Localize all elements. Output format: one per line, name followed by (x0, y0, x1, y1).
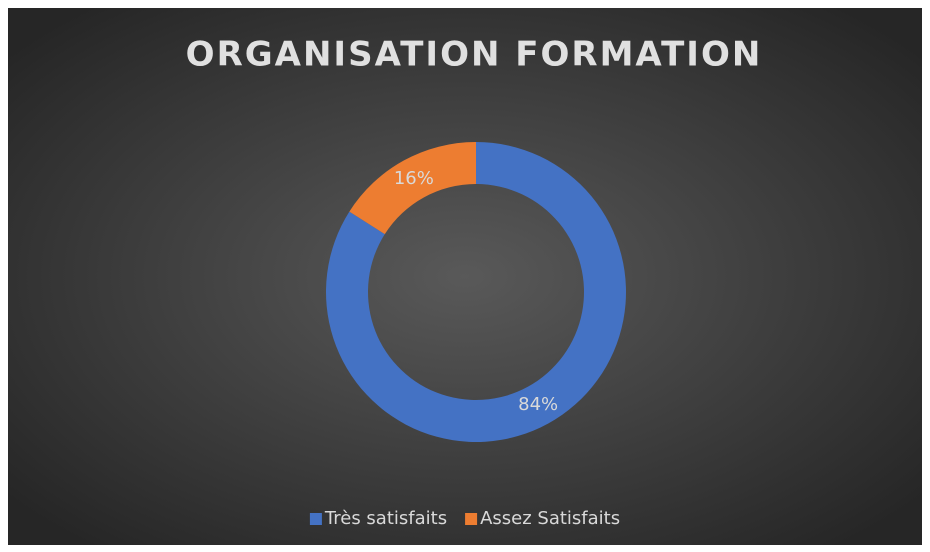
legend-swatch (465, 513, 478, 525)
donut-segment (349, 142, 476, 235)
legend-swatch (309, 513, 322, 525)
chart-title: ORGANISATION FORMATION (186, 35, 763, 75)
data-label: 16% (394, 168, 434, 189)
legend-label: Très satisfaits (324, 508, 447, 529)
chart-background (8, 8, 922, 545)
data-label: 84% (518, 394, 558, 415)
legend-label: Assez Satisfaits (480, 508, 620, 529)
